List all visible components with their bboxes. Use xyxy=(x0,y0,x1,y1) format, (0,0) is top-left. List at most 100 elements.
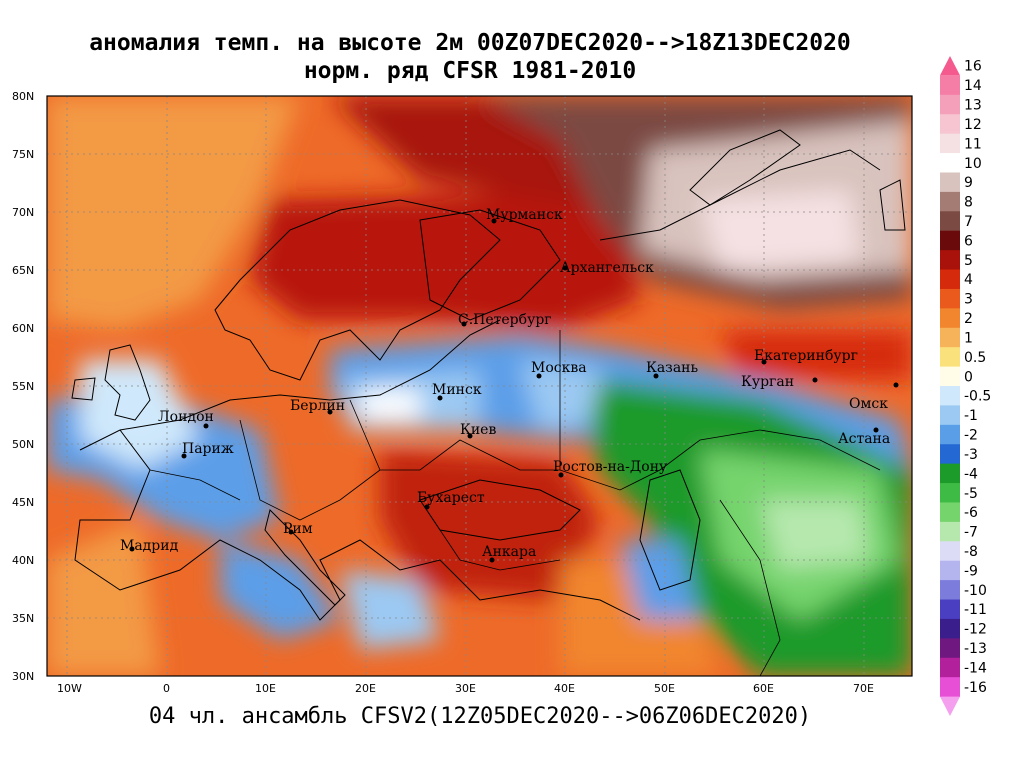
legend-label: 2 xyxy=(964,311,973,327)
lon-label: 30E xyxy=(455,682,476,695)
legend-label: 4 xyxy=(964,272,973,288)
lat-label: 45N xyxy=(12,496,34,509)
legend-label: -12 xyxy=(964,622,987,638)
city-label-stpetersburg: С.Петербург xyxy=(458,312,552,328)
lon-label: 60E xyxy=(753,682,774,695)
lat-label: 60N xyxy=(12,322,34,335)
city-label-rome: Рим xyxy=(283,521,313,537)
lat-label: 50N xyxy=(12,438,34,451)
legend-swatch xyxy=(940,327,960,348)
legend-label: -6 xyxy=(964,505,978,521)
legend-label: -1 xyxy=(964,408,978,424)
legend-swatch xyxy=(940,153,960,173)
legend-label: 7 xyxy=(964,214,973,230)
legend-swatch xyxy=(940,502,960,523)
graticule xyxy=(47,96,912,676)
city-markers: Мурманск Архангельск С.Петербург Москва … xyxy=(120,207,899,563)
lat-label: 55N xyxy=(12,380,34,393)
city-label-rostov: Ростов-на-Дону xyxy=(553,459,668,475)
legend-swatch xyxy=(940,405,960,426)
legend-swatch xyxy=(940,638,960,659)
legend-swatch xyxy=(940,483,960,503)
legend-label: 6 xyxy=(964,233,973,249)
city-label-astana: Астана xyxy=(838,431,890,447)
city-label-kazan: Казань xyxy=(646,360,698,376)
lon-label: 70E xyxy=(853,682,874,695)
city-label-minsk: Минск xyxy=(432,382,482,398)
legend-label: -8 xyxy=(964,544,978,560)
legend-label: -5 xyxy=(964,486,978,502)
legend-swatch xyxy=(940,521,960,542)
legend-swatch xyxy=(940,541,960,562)
legend-swatch xyxy=(940,308,960,329)
lon-label: 20E xyxy=(355,682,376,695)
lon-label: 50E xyxy=(654,682,675,695)
legend-swatch xyxy=(940,94,960,115)
title-line-2: норм. ряд CFSR 1981-2010 xyxy=(303,58,637,84)
legend-swatch xyxy=(940,366,960,387)
legend-swatch xyxy=(940,75,960,96)
lon-label: 40E xyxy=(554,682,575,695)
legend-label: 16 xyxy=(964,59,982,75)
city-label-omsk: Омск xyxy=(849,396,888,412)
city-label-bucharest: Бухарест xyxy=(417,490,485,506)
city-label-kurgan: Курган xyxy=(741,374,794,390)
latitude-labels: 80N 75N 70N 65N 60N 55N 50N 45N 40N 35N … xyxy=(12,90,34,683)
legend-swatch xyxy=(940,424,960,445)
legend-swatch xyxy=(940,560,960,581)
lon-label: 0 xyxy=(163,682,170,695)
legend-label: 1 xyxy=(964,330,973,346)
legend-swatch xyxy=(940,56,960,76)
legend-swatch xyxy=(940,211,960,232)
legend-swatch xyxy=(940,269,960,290)
legend-swatch xyxy=(940,288,960,309)
legend-swatch xyxy=(940,347,960,368)
legend-swatch xyxy=(940,133,960,154)
legend-label: 8 xyxy=(964,195,973,211)
city-label-paris: Париж xyxy=(182,441,234,457)
map-frame xyxy=(46,95,913,677)
legend-label: -10 xyxy=(964,583,987,599)
legend-swatch xyxy=(940,250,960,271)
lon-label: 10E xyxy=(255,682,276,695)
city-label-arkhangelsk: Архангельск xyxy=(560,260,654,276)
legend-label: -13 xyxy=(964,641,987,657)
legend-swatch xyxy=(940,114,960,135)
legend-label: 0.5 xyxy=(964,350,986,366)
legend-label: -14 xyxy=(964,660,987,676)
legend-label: 0 xyxy=(964,369,973,385)
city-label-london: Лондон xyxy=(158,409,214,425)
bottom-caption: 04 чл. ансамбль CFSV2(12Z05DEC2020-->06Z… xyxy=(148,704,812,729)
legend-swatch xyxy=(940,386,960,406)
legend-swatch xyxy=(940,618,960,639)
lat-label: 70N xyxy=(12,206,34,219)
legend-swatch xyxy=(940,191,960,212)
legend-label: 13 xyxy=(964,98,982,114)
legend-swatch xyxy=(940,463,960,484)
legend-label: -16 xyxy=(964,680,987,696)
legend-label: 9 xyxy=(964,175,973,191)
legend-label: 14 xyxy=(964,78,982,94)
city-label-kyiv: Киев xyxy=(460,422,496,438)
lat-label: 35N xyxy=(12,612,34,625)
legend-swatch xyxy=(940,580,960,601)
city-label-ekaterinburg: Екатеринбург xyxy=(754,348,858,364)
legend-label: -7 xyxy=(964,525,978,541)
legend-label: -0.5 xyxy=(964,389,991,405)
legend-label: 12 xyxy=(964,117,982,133)
city-label-ankara: Анкара xyxy=(482,544,536,560)
legend-swatch xyxy=(940,657,960,678)
legend-swatch xyxy=(940,230,960,251)
legend-label: -11 xyxy=(964,602,987,618)
legend-swatch xyxy=(940,172,960,193)
legend-label: 3 xyxy=(964,292,973,308)
lat-label: 75N xyxy=(12,148,34,161)
legend-label: 5 xyxy=(964,253,973,269)
legend-label: -3 xyxy=(964,447,978,463)
legend-label: -2 xyxy=(964,428,978,444)
coastlines xyxy=(71,129,906,676)
legend-label: -9 xyxy=(964,563,978,579)
legend-label: -4 xyxy=(964,466,978,482)
